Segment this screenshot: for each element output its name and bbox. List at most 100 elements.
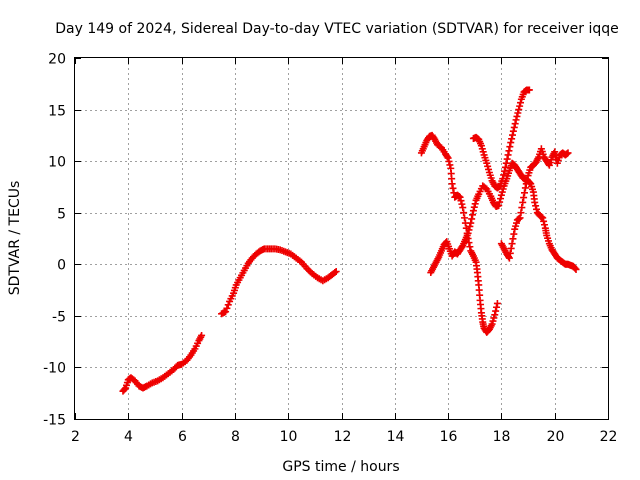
- x-tick-label: 10: [280, 429, 298, 445]
- data-point: [510, 123, 518, 131]
- data-point: [507, 244, 515, 252]
- data-point: [514, 109, 522, 117]
- data-point: [504, 151, 512, 159]
- data-point: [121, 385, 129, 393]
- data-point: [443, 153, 451, 161]
- data-point: [551, 148, 559, 156]
- data-point: [331, 269, 339, 277]
- y-tick-label: -5: [52, 310, 66, 326]
- data-point: [465, 239, 473, 247]
- data-point: [460, 209, 468, 217]
- series-arc-1: [119, 331, 206, 395]
- data-point: [470, 203, 478, 211]
- axis-ticks: [75, 58, 609, 420]
- y-tick-label: 0: [57, 258, 66, 274]
- data-point: [501, 163, 509, 171]
- data-point: [459, 204, 467, 212]
- data-point: [495, 201, 503, 209]
- data-point: [497, 195, 505, 203]
- x-tick-label: 8: [231, 429, 240, 445]
- series-arc-2: [218, 245, 340, 318]
- x-tick-label: 4: [124, 429, 133, 445]
- data-point: [540, 221, 548, 229]
- data-point: [509, 131, 517, 139]
- chart-title: Day 149 of 2024, Sidereal Day-to-day VTE…: [55, 21, 619, 37]
- data-point: [519, 198, 527, 206]
- data-point: [465, 226, 473, 234]
- x-tick-label: 14: [387, 429, 405, 445]
- data-point: [501, 167, 509, 175]
- data-point: [518, 204, 526, 212]
- data-point: [458, 200, 466, 208]
- data-point: [471, 200, 479, 208]
- data-point: [506, 143, 514, 151]
- data-point: [461, 214, 469, 222]
- data-point: [448, 180, 456, 188]
- x-tick-label: 20: [547, 429, 565, 445]
- y-tick-label: 10: [48, 155, 66, 171]
- data-point: [502, 159, 510, 167]
- x-tick-label: 16: [440, 429, 458, 445]
- data-point: [532, 205, 540, 213]
- x-tick-label: 12: [334, 429, 352, 445]
- y-tick-label: 5: [57, 207, 66, 223]
- x-tick-label: 2: [71, 429, 80, 445]
- y-tick-label: 20: [48, 52, 66, 68]
- data-point: [500, 171, 508, 179]
- data-point: [449, 184, 457, 192]
- data-point: [532, 202, 540, 210]
- data-point: [516, 99, 524, 107]
- data-point: [446, 161, 454, 169]
- x-tick-labels: 2 4 6 8 10 12 14 16 18 20 22: [71, 429, 617, 445]
- y-tick-label: -15: [43, 413, 66, 429]
- data-point: [515, 106, 523, 114]
- data-point: [468, 215, 476, 223]
- data-point: [224, 301, 232, 309]
- x-axis-label: GPS time / hours: [282, 459, 399, 475]
- data-point: [198, 331, 206, 339]
- data-point: [499, 175, 507, 183]
- data-point: [469, 211, 477, 219]
- data-point: [505, 147, 513, 155]
- data-point: [507, 139, 515, 147]
- y-tick-label: 15: [48, 104, 66, 120]
- y-tick-label: -10: [43, 361, 66, 377]
- data-point: [332, 268, 340, 276]
- data-point: [540, 217, 548, 225]
- data-point: [539, 214, 547, 222]
- data-point: [520, 194, 528, 202]
- data-point: [509, 127, 517, 135]
- data-point: [516, 102, 524, 110]
- data-point: [466, 243, 474, 251]
- data-point: [464, 229, 472, 237]
- data-point: [508, 240, 516, 248]
- data-point: [444, 154, 452, 162]
- series-arc-5: [469, 86, 533, 192]
- data-point: [505, 254, 513, 262]
- data-point: [223, 304, 231, 312]
- data-point: [503, 155, 511, 163]
- y-tick-labels: 20 15 10 5 0 -5 -10 -15: [43, 52, 66, 429]
- data-point: [457, 197, 465, 205]
- x-tick-label: 6: [178, 429, 187, 445]
- data-point: [509, 235, 517, 243]
- data-point: [467, 219, 475, 227]
- data-point: [496, 198, 504, 206]
- data-point: [571, 264, 579, 272]
- data-point: [521, 184, 529, 192]
- grid: [75, 58, 608, 419]
- data-point: [491, 311, 499, 319]
- plot-frame: [74, 57, 609, 420]
- data-point: [512, 116, 520, 124]
- data-point: [522, 180, 530, 188]
- data-point: [493, 299, 501, 307]
- data-point: [525, 86, 533, 94]
- data-point: [493, 303, 501, 311]
- x-tick-label: 22: [600, 429, 618, 445]
- data-point: [492, 307, 500, 315]
- data-point: [508, 135, 516, 143]
- data-point: [572, 265, 580, 273]
- data-point: [520, 189, 528, 197]
- data-point: [564, 149, 572, 157]
- data-point: [516, 214, 524, 222]
